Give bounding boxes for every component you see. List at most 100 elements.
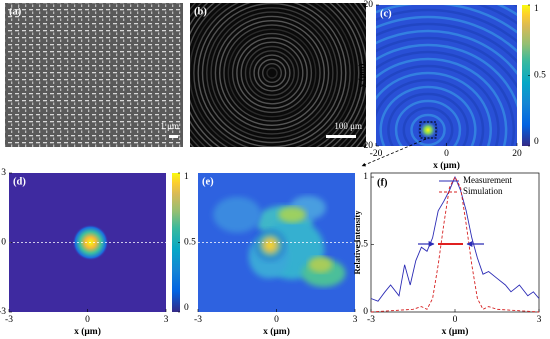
- wave-ring: [410, 113, 446, 146]
- focal-spot: [419, 121, 437, 139]
- colorbar-tick-label: 1: [184, 172, 189, 182]
- colorbar-tick-label: 0.5: [184, 238, 196, 248]
- x-tick-label: 3: [164, 315, 169, 325]
- wave-ring: [402, 106, 454, 146]
- x-tick-label: 20: [512, 149, 522, 159]
- x-axis-label: x (μm): [74, 326, 101, 337]
- legend-label: Simulation: [463, 186, 503, 196]
- y-tick-label: -3: [0, 307, 6, 317]
- panel: (e) -3 0 3 x (μm): [194, 173, 358, 337]
- ring: [249, 50, 295, 96]
- blob: [278, 206, 307, 223]
- blob: [308, 256, 333, 273]
- x-tick-label: -20: [370, 149, 383, 159]
- ring: [266, 67, 278, 79]
- ring: [201, 3, 343, 144]
- colorbar: [172, 173, 180, 312]
- zoom-box: [419, 121, 437, 139]
- ring: [210, 11, 334, 135]
- legend-label: Measurement: [463, 175, 512, 185]
- image: [9, 173, 166, 312]
- scale-bar-label: 1 μm: [160, 121, 179, 131]
- scale-bar: [169, 135, 178, 138]
- sem-image: [5, 3, 183, 147]
- y-tick-label: -20: [360, 141, 373, 151]
- y-axis-label: Relative Intensity: [352, 210, 362, 275]
- x-tick-label: 0: [85, 315, 90, 325]
- wave-ring: [376, 78, 485, 146]
- scale-bar: [326, 135, 356, 138]
- wave-ring: [376, 43, 517, 108]
- wave-ring: [376, 57, 508, 146]
- ring: [218, 20, 325, 126]
- x-tick-label: 3: [537, 315, 542, 325]
- wave-ring: [379, 85, 477, 146]
- x-axis-label: x (μm): [433, 160, 460, 171]
- colorbar-tick-label: 0: [534, 137, 539, 147]
- wave-ring: [376, 29, 517, 76]
- ring: [253, 54, 291, 92]
- wave-ring: [376, 36, 517, 89]
- x-tick-label: -3: [194, 315, 202, 325]
- ring: [240, 41, 304, 105]
- colorbar-tick-label: 0.5: [534, 71, 546, 81]
- x-tick-label: 0: [444, 149, 449, 159]
- y-axis-label: y (μm): [356, 63, 366, 87]
- image: [190, 3, 366, 147]
- panel: (c) -20 0 20 x (μm) -20 20 y (μm) 0 0.5 1: [356, 0, 546, 171]
- measured-spot: [254, 229, 287, 262]
- ring: [190, 3, 356, 147]
- wave-ring: [387, 92, 469, 146]
- y-tick-label: 1: [363, 172, 368, 182]
- wave-ring: [376, 64, 500, 146]
- panel-label: (c): [380, 8, 392, 19]
- x-tick-label: 3: [353, 315, 358, 325]
- image: [376, 5, 517, 146]
- plot-frame: [370, 172, 540, 313]
- series-line: [370, 176, 540, 313]
- ring: [227, 28, 317, 118]
- panel: 1 μm (a): [5, 3, 183, 147]
- wave-ring: [376, 50, 516, 146]
- series-line: [370, 175, 540, 302]
- ring: [214, 15, 330, 131]
- panel: 100 μm (b): [190, 3, 366, 147]
- y-tick-label: 3: [1, 168, 6, 178]
- x-tick-label: -3: [5, 315, 13, 325]
- wave-ring: [376, 22, 517, 64]
- x-tick-label: -3: [367, 315, 375, 325]
- colorbar-tick-label: 0: [184, 303, 189, 313]
- ring: [206, 7, 338, 139]
- image: [198, 173, 355, 312]
- panel-label: (b): [194, 6, 207, 17]
- ring: [223, 24, 321, 122]
- ring: [231, 32, 313, 114]
- image: [5, 3, 183, 147]
- colorbar: [522, 5, 530, 146]
- x-axis-label: x (μm): [442, 326, 469, 337]
- ring: [193, 3, 351, 147]
- zoom-arrow: [361, 138, 427, 167]
- panel-label: (e): [202, 176, 214, 187]
- ring: [257, 58, 287, 88]
- y-tick-label: 0: [1, 238, 6, 248]
- y-tick-label: 0: [363, 307, 368, 317]
- ring: [262, 63, 283, 84]
- wave-ring: [376, 71, 492, 146]
- wave-ring: [376, 8, 517, 44]
- ring: [244, 45, 300, 101]
- x-tick-label: 0: [274, 315, 279, 325]
- panel-label: (f): [377, 177, 388, 188]
- ring: [190, 3, 364, 147]
- wave-ring: [376, 15, 517, 53]
- panel-label: (a): [9, 6, 22, 17]
- colorbar-tick-label: 1: [534, 4, 539, 14]
- scale-bar-label: 100 μm: [334, 121, 362, 131]
- ring: [197, 3, 347, 147]
- blob: [213, 196, 262, 233]
- x-axis-label: x (μm): [263, 326, 290, 337]
- y-tick-label: 0.5: [356, 240, 368, 250]
